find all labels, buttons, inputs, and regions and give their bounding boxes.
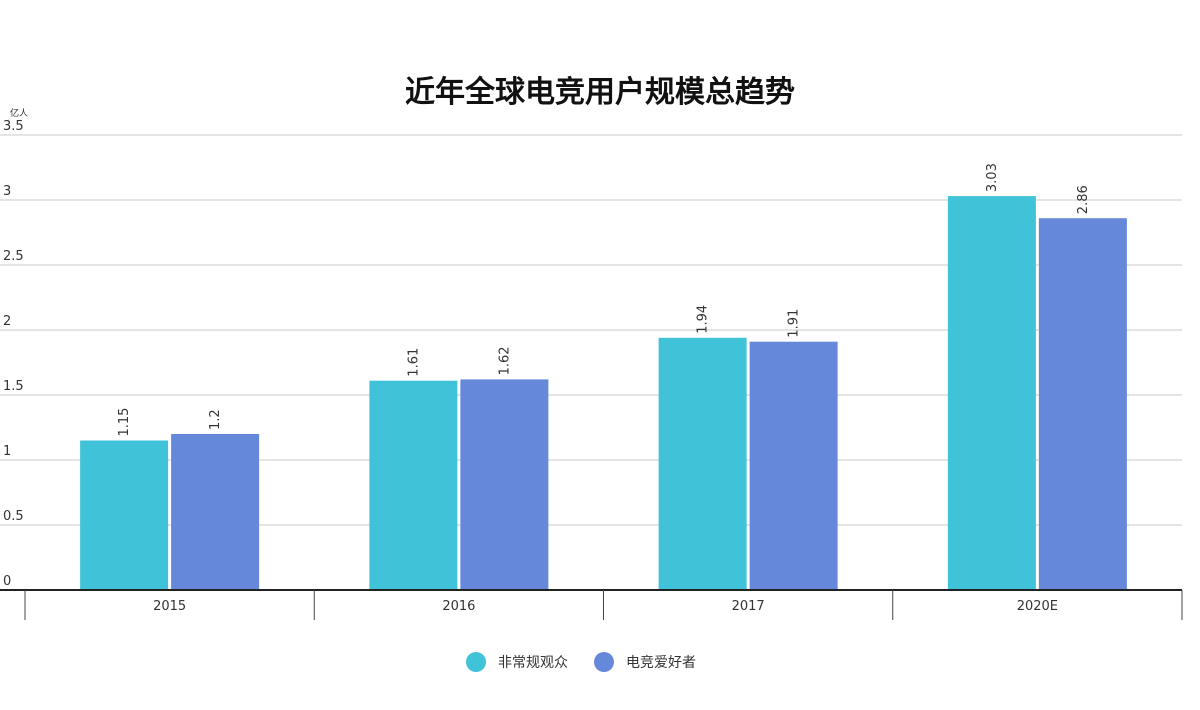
bar — [171, 434, 260, 590]
data-label: 1.62 — [497, 346, 512, 375]
bar — [460, 379, 549, 590]
data-label: 1.61 — [406, 348, 421, 377]
legend-swatch — [466, 652, 486, 672]
y-tick-label: 1 — [3, 444, 11, 459]
data-label: 1.2 — [208, 409, 223, 430]
y-axis-unit: 亿人 — [10, 107, 28, 119]
data-label: 1.15 — [117, 408, 132, 437]
data-label: 2.86 — [1076, 185, 1091, 214]
y-tick-label: 3 — [3, 184, 11, 199]
bar — [947, 196, 1036, 590]
bar — [369, 380, 458, 590]
bar — [658, 337, 747, 590]
data-label: 3.03 — [985, 163, 1000, 192]
y-tick-label: 1.5 — [3, 379, 24, 394]
legend: 非常规观众 电竞爱好者 — [466, 652, 696, 672]
bar — [749, 341, 838, 590]
y-tick-label: 2 — [3, 314, 11, 329]
x-tick-label: 2015 — [153, 599, 186, 614]
x-tick-label: 2020E — [1017, 599, 1058, 614]
chart-title: 近年全球电竞用户规模总趋势 — [405, 75, 795, 110]
legend-label: 电竞爱好者 — [626, 654, 696, 671]
data-label: 1.91 — [787, 309, 802, 338]
legend-item[interactable]: 电竞爱好者 — [594, 652, 696, 672]
x-tick-label: 2017 — [732, 599, 765, 614]
data-labels: 1.15 1.2 1.61 1.62 1.94 1.91 3.03 2.86 — [117, 163, 1091, 436]
y-tick-label: 2.5 — [3, 249, 24, 264]
y-axis-ticks: 0 0.5 1 1.5 2 2.5 3 3.5 — [3, 119, 24, 589]
data-label: 1.94 — [696, 305, 711, 334]
bar — [1038, 218, 1127, 590]
x-axis: 2015 2016 2017 2020E — [0, 589, 1183, 620]
bar — [80, 440, 169, 590]
y-tick-label: 0.5 — [3, 509, 24, 524]
legend-item[interactable]: 非常规观众 — [466, 652, 568, 672]
y-tick-label: 0 — [3, 574, 11, 589]
y-tick-label: 3.5 — [3, 119, 24, 134]
legend-label: 非常规观众 — [498, 655, 568, 671]
legend-swatch — [594, 652, 614, 672]
x-tick-label: 2016 — [442, 599, 475, 614]
bars — [80, 196, 1127, 590]
